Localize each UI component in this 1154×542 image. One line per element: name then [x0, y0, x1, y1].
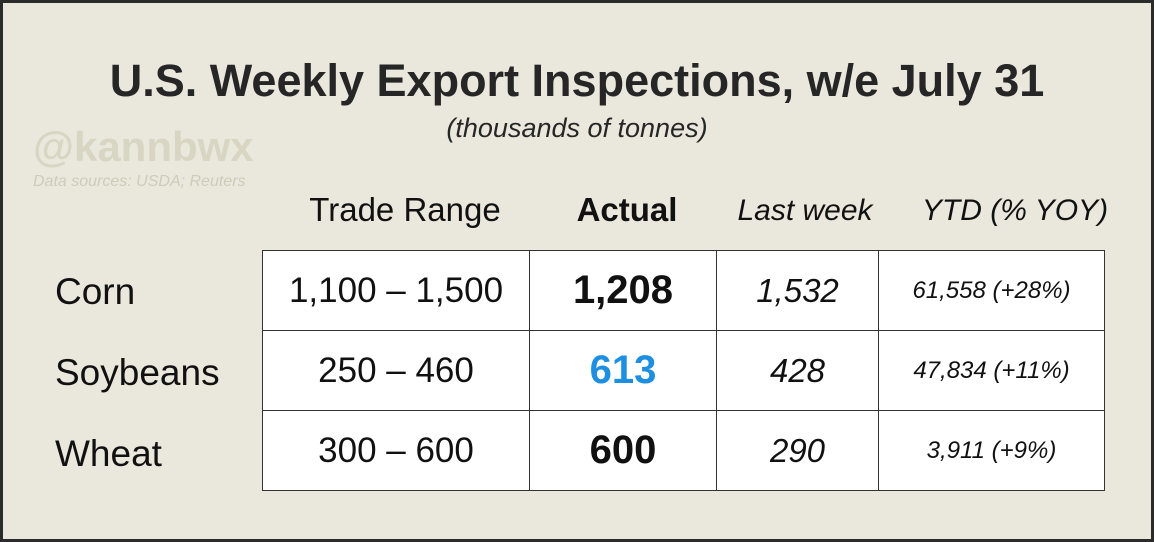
- row-label: Wheat: [55, 433, 162, 474]
- column-header: Actual: [576, 191, 678, 228]
- data-table: 1,100 – 1,500 1,208 1,532 61,558 (+28%) …: [262, 250, 1105, 491]
- trade-range: 300 – 600: [262, 410, 530, 491]
- last-week: 1,532: [716, 250, 879, 331]
- actual: 613: [529, 330, 717, 411]
- watermark: @kannbwx: [33, 123, 254, 170]
- row-label: Soybeans: [55, 352, 220, 393]
- last-week: 428: [716, 330, 879, 411]
- column-header: YTD (% YOY): [921, 194, 1109, 227]
- trade-range: 1,100 – 1,500: [262, 250, 530, 331]
- actual: 1,208: [529, 250, 717, 331]
- ytd: 47,834 (+11%): [878, 330, 1105, 411]
- trade-range: 250 – 460: [262, 330, 530, 411]
- table-row: 250 – 460 613 428 47,834 (+11%): [262, 330, 1105, 411]
- column-header: Trade Range: [309, 191, 501, 228]
- ytd: 3,911 (+9%): [878, 410, 1105, 491]
- subtitle: (thousands of tonnes): [446, 113, 708, 143]
- row-label: Corn: [55, 271, 136, 312]
- actual: 600: [529, 410, 717, 491]
- ytd: 61,558 (+28%): [878, 250, 1105, 331]
- title: U.S. Weekly Export Inspections, w/e July…: [109, 55, 1045, 106]
- last-week: 290: [716, 410, 879, 491]
- column-header: Last week: [737, 194, 873, 227]
- table-row: 1,100 – 1,500 1,208 1,532 61,558 (+28%): [262, 250, 1105, 331]
- table-row: 300 – 600 600 290 3,911 (+9%): [262, 410, 1105, 491]
- sources: Data sources: USDA; Reuters: [33, 173, 246, 190]
